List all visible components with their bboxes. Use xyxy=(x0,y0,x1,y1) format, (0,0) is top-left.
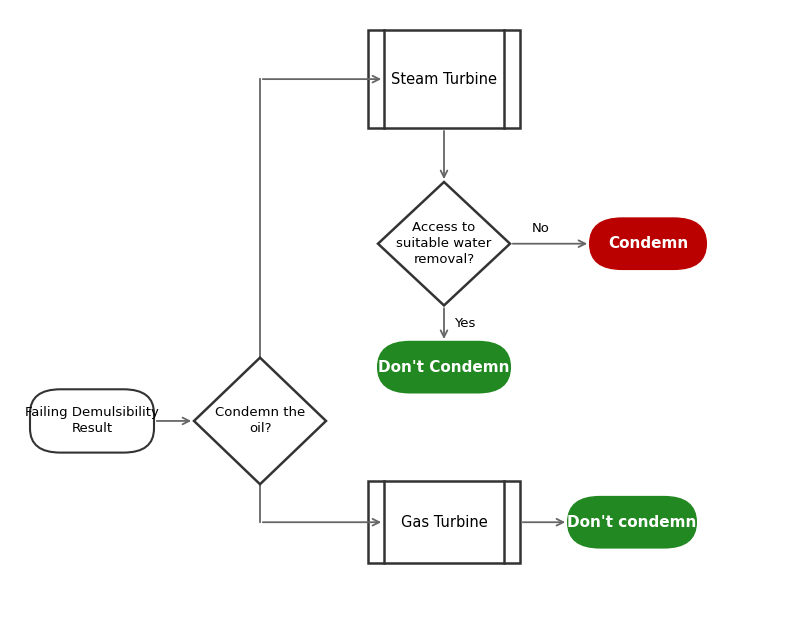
Text: Don't condemn: Don't condemn xyxy=(567,515,697,530)
Text: Condemn: Condemn xyxy=(608,236,688,251)
Text: No: No xyxy=(531,222,550,235)
Text: Condemn the
oil?: Condemn the oil? xyxy=(215,406,305,436)
FancyBboxPatch shape xyxy=(30,389,154,453)
Text: Gas Turbine: Gas Turbine xyxy=(401,515,487,530)
Text: Failing Demulsibility
Result: Failing Demulsibility Result xyxy=(25,406,159,436)
FancyBboxPatch shape xyxy=(378,342,510,392)
Text: Don't Condemn: Don't Condemn xyxy=(378,360,510,375)
Text: Steam Turbine: Steam Turbine xyxy=(391,72,497,87)
FancyBboxPatch shape xyxy=(590,218,706,269)
Text: Access to
suitable water
removal?: Access to suitable water removal? xyxy=(396,221,492,266)
Bar xyxy=(368,481,520,563)
Text: Yes: Yes xyxy=(454,317,476,330)
Polygon shape xyxy=(194,358,326,484)
FancyBboxPatch shape xyxy=(568,497,696,548)
Bar xyxy=(368,30,520,128)
Polygon shape xyxy=(378,182,510,306)
